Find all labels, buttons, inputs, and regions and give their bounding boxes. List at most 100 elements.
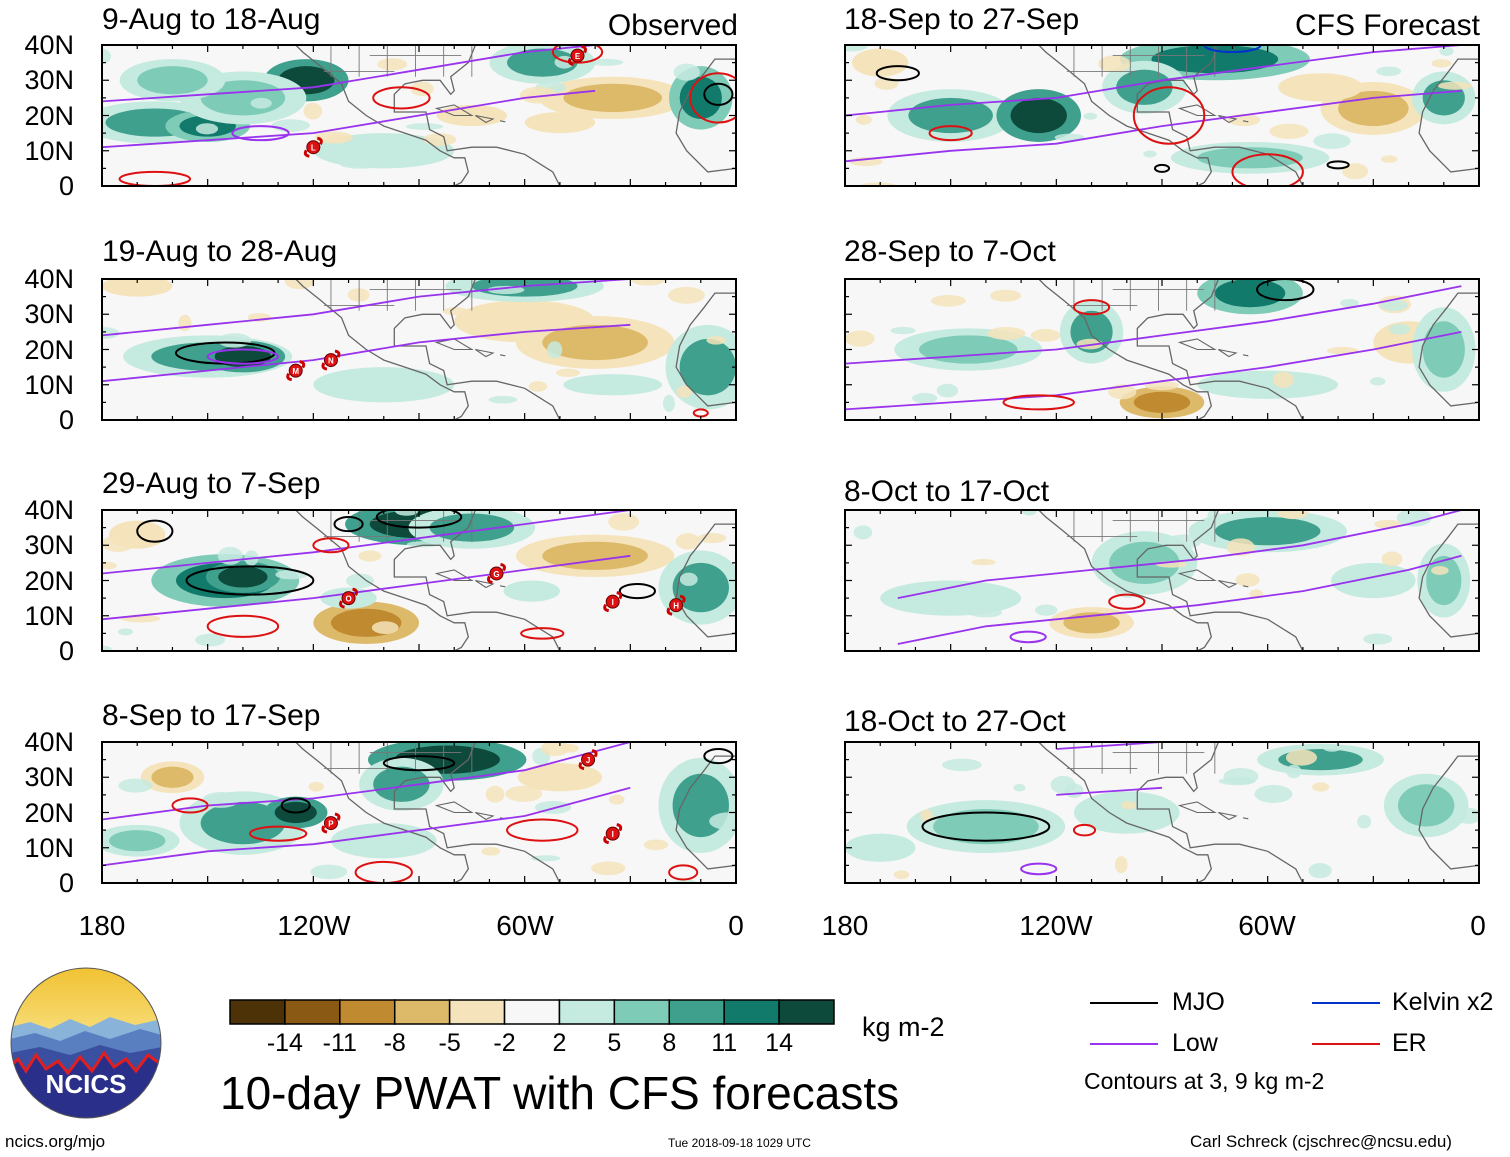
tc-marker-j: J [578,749,598,771]
contour-er [506,818,579,842]
contour-mjo [185,565,315,596]
panel-title-obs3: 29-Aug to 7-Sep [102,467,321,500]
anomaly-blob [1397,784,1455,827]
lat-label: 0 [58,171,74,201]
anomaly-blob [313,367,455,403]
contour-low [897,554,1462,645]
lon-label-120w-left: 120W [277,910,351,941]
panel-tag-observed: Observed [607,9,738,42]
tc-marker-o: O [339,587,359,609]
contour-er [372,86,431,110]
contour-low [231,125,290,142]
colorbar-tick-label: -2 [493,1029,516,1057]
anomaly-blob [679,76,722,120]
svg-text:L: L [311,144,316,153]
contour-low [1020,862,1058,876]
coastline-africa [1418,58,1479,173]
coastline-island [475,579,495,589]
colorbar [229,999,835,1025]
anomaly-blob [679,338,736,396]
anomaly-blob [1422,321,1465,378]
colorbar-swatch [668,999,725,1025]
tc-marker-m: M [286,360,306,382]
contour-er [668,864,699,881]
contour-low [1009,630,1047,644]
panel-title-fc3: 8-Oct to 17-Oct [844,475,1050,508]
coastline-africa [675,58,736,173]
contour-mjo [703,748,734,765]
anomaly-blob [200,801,286,845]
lat-label: 40N [24,727,74,757]
panel-title-fc4: 18-Oct to 27-Oct [844,705,1066,738]
coastline-island [499,585,506,588]
map-panel-obs4 [101,741,737,884]
contour-er [248,825,308,842]
colorbar-units: kg m-2 [862,1012,945,1042]
anomaly-blob [880,580,1022,616]
lat-label: 20N [24,797,74,828]
svg-text:O: O [345,595,351,604]
colorbar-tick-label: 5 [607,1029,622,1057]
coastline-africa [675,292,736,407]
footer-url[interactable]: ncics.org/mjo [5,1132,106,1151]
colorbar-swatch [393,999,451,1025]
contour-er [312,537,350,554]
anomaly-blob [1109,541,1180,585]
coastline-island [1177,801,1217,814]
contour-low [1056,786,1163,796]
colorbar-swatch [448,999,506,1025]
svg-text:I: I [612,830,614,839]
svg-text:M: M [292,367,299,376]
contour-mjo [382,755,456,772]
legend-line-low [1090,1043,1158,1045]
legend-label-low: Low [1172,1029,1218,1057]
contour-mjo [333,516,364,533]
anomaly-blob [1197,147,1303,169]
coastline-island [1242,354,1249,357]
anomaly-blob [1197,370,1339,399]
coastline-island [1242,120,1249,123]
coastline-americas [1038,742,1304,883]
coastline-africa [675,523,736,638]
anomaly-blob [313,133,455,169]
anomaly-blob [1073,791,1180,834]
lon-label-120w-right: 120W [1019,910,1093,941]
contour-mjo [875,65,920,82]
coastline-island [434,801,474,814]
contour-er [1072,299,1111,316]
contour-mjo [136,519,174,543]
coastline-island [475,348,495,358]
svg-text:J: J [586,756,590,765]
chart-title: 10-day PWAT with CFS forecasts [220,1067,900,1119]
lat-label: 20N [24,334,74,365]
contour-er [1108,593,1146,610]
svg-text:N: N [328,357,334,366]
contour-low [102,554,631,621]
contour-low [102,45,596,103]
panel-title-obs4: 8-Sep to 17-Sep [102,699,321,732]
legend-line-kelvin [1312,1002,1380,1004]
colorbar-tick-label: -14 [266,1029,303,1057]
map-panel-fc1 [844,44,1480,187]
contour-er [1132,86,1206,145]
contour-low [206,348,280,365]
anomaly-blob [218,566,268,588]
pwat-map-panels: L E M N O G I H P J I [101,44,1480,884]
anomaly-blob [507,48,578,77]
anomaly-blob [1214,279,1286,308]
coastline-island [1177,104,1217,117]
colorbar-swatch [503,999,561,1025]
logo-text: NCICS [46,1069,127,1099]
anomaly-blob [1278,73,1363,102]
anomaly-blob [933,808,1039,845]
lat-label: 30N [24,299,74,330]
tc-marker-n: N [321,349,341,371]
anomaly-blob [503,580,560,602]
anomaly-blob [517,763,603,792]
contour-low [845,285,1462,365]
svg-text:P: P [328,820,334,829]
contour-low [102,323,631,383]
colorbar-tick-label: 14 [765,1029,793,1057]
contour-low [845,45,1462,117]
legend-label-kelvin: Kelvin x2 [1392,988,1494,1016]
